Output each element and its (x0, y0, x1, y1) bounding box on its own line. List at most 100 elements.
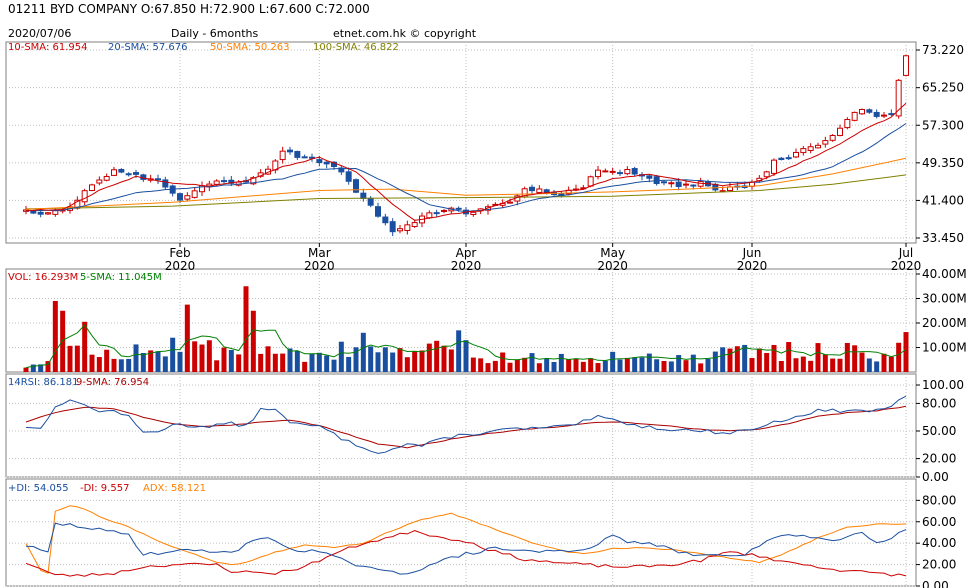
volume-bar (830, 358, 836, 372)
volume-bar (742, 344, 748, 372)
candle-body (316, 159, 323, 164)
volume-bar (52, 300, 58, 372)
x-tick-label: Jun (742, 246, 762, 260)
volume-bar (390, 352, 396, 372)
volume-bar (38, 364, 44, 372)
y-tick-label-price: 33.450 (922, 231, 964, 245)
candle-body (529, 186, 535, 192)
candles-group (23, 54, 909, 237)
adx-line (25, 505, 907, 574)
volume-bar (104, 349, 110, 372)
volume-bar (793, 358, 799, 372)
candle-body (631, 168, 638, 175)
y-tick-label-price: 49.350 (922, 156, 964, 170)
volume-bar (404, 357, 410, 372)
candle-body (118, 168, 125, 173)
y-tick-label-price: 65.250 (922, 81, 964, 95)
volume-legend-entry: 5-SMA: 11.045M (80, 272, 162, 283)
price-legend-entry: 10-SMA: 61.954 (8, 42, 88, 53)
rsi-sma-line (25, 405, 907, 449)
volume-bar (595, 363, 601, 372)
candle-body (345, 171, 352, 182)
candle-body (690, 184, 697, 187)
candle-body (125, 173, 132, 176)
candle-body (800, 148, 807, 154)
volume-bar (397, 348, 403, 372)
candle-body (213, 180, 220, 185)
volume-bar (844, 343, 850, 372)
volume-bar (529, 353, 535, 372)
y-tick-label-dmi: 40.00 (922, 536, 956, 550)
candle-body (96, 179, 103, 184)
volume-bar (23, 367, 29, 372)
volume-bar (903, 332, 909, 372)
volume-bar (566, 359, 572, 372)
y-tick-label-rsi: 0.00 (922, 470, 949, 484)
volume-bars (23, 286, 909, 372)
volume-bar (764, 352, 770, 372)
volume-bar (852, 345, 858, 372)
volume-bar (749, 357, 755, 372)
volume-bar (646, 353, 652, 372)
candle-body (111, 169, 117, 176)
volume-bar (470, 357, 476, 372)
candle-body (903, 55, 909, 76)
candle-body (404, 224, 411, 231)
candle-body (441, 209, 447, 212)
rsi-legend-entry: 14RSI: 86.181 (8, 377, 79, 388)
volume-bar (617, 359, 623, 372)
volume-bar (236, 354, 242, 372)
y-tick-label-price: 41.400 (922, 193, 964, 207)
volume-bar (360, 332, 366, 372)
volume-bar (206, 340, 212, 372)
y-tick-label-volume: 10.00M (922, 341, 967, 355)
candle-body (851, 111, 858, 121)
y-tick-label-rsi: 20.00 (922, 452, 956, 466)
candle-body (895, 79, 902, 117)
volume-bar (228, 349, 234, 372)
volume-bar (294, 350, 300, 372)
y-tick-label-dmi: 60.00 (922, 515, 956, 529)
volume-bar (441, 345, 447, 372)
candle-body (888, 113, 895, 116)
sma10-line (25, 102, 907, 221)
volume-bar (74, 345, 80, 372)
x-tick-year: 2020 (451, 259, 482, 273)
candle-body (389, 221, 396, 233)
candle-body (367, 197, 374, 206)
volume-bar (192, 341, 198, 372)
volume-bar (456, 330, 462, 372)
y-tick-label-volume: 30.00M (922, 292, 967, 306)
candle-body (382, 216, 389, 224)
volume-bar (316, 352, 322, 372)
candle-body (287, 149, 293, 153)
dmi-legend-entry: +DI: 54.055 (8, 483, 69, 494)
volume-bar (412, 351, 418, 372)
volume-bar (280, 353, 286, 372)
candle-body (81, 190, 88, 203)
candle-body (250, 177, 257, 185)
y-tick-label-rsi: 100.00 (922, 378, 964, 392)
volume-bar (727, 348, 733, 372)
candle-body (807, 146, 814, 151)
volume-bar (302, 361, 308, 372)
x-tick-year: 2020 (597, 259, 628, 273)
volume-bar (588, 358, 594, 372)
candle-body (771, 159, 777, 174)
volume-bar (111, 358, 117, 372)
candle-body (829, 134, 836, 141)
candle-body (785, 157, 792, 160)
volume-bar (331, 359, 337, 372)
candle-body (184, 195, 191, 200)
volume-bar (690, 354, 696, 372)
x-tick-year: 2020 (304, 259, 335, 273)
volume-bar (624, 357, 630, 372)
candle-body (455, 207, 462, 210)
y-tick-label-dmi: 20.00 (922, 558, 956, 572)
volume-bar (837, 358, 843, 372)
price-legend-entry: 100-SMA: 46.822 (313, 42, 399, 53)
volume-bar (309, 353, 315, 372)
volume-bar (507, 362, 513, 372)
y-tick-label-dmi: 0.00 (922, 579, 949, 588)
volume-bar (771, 344, 777, 372)
